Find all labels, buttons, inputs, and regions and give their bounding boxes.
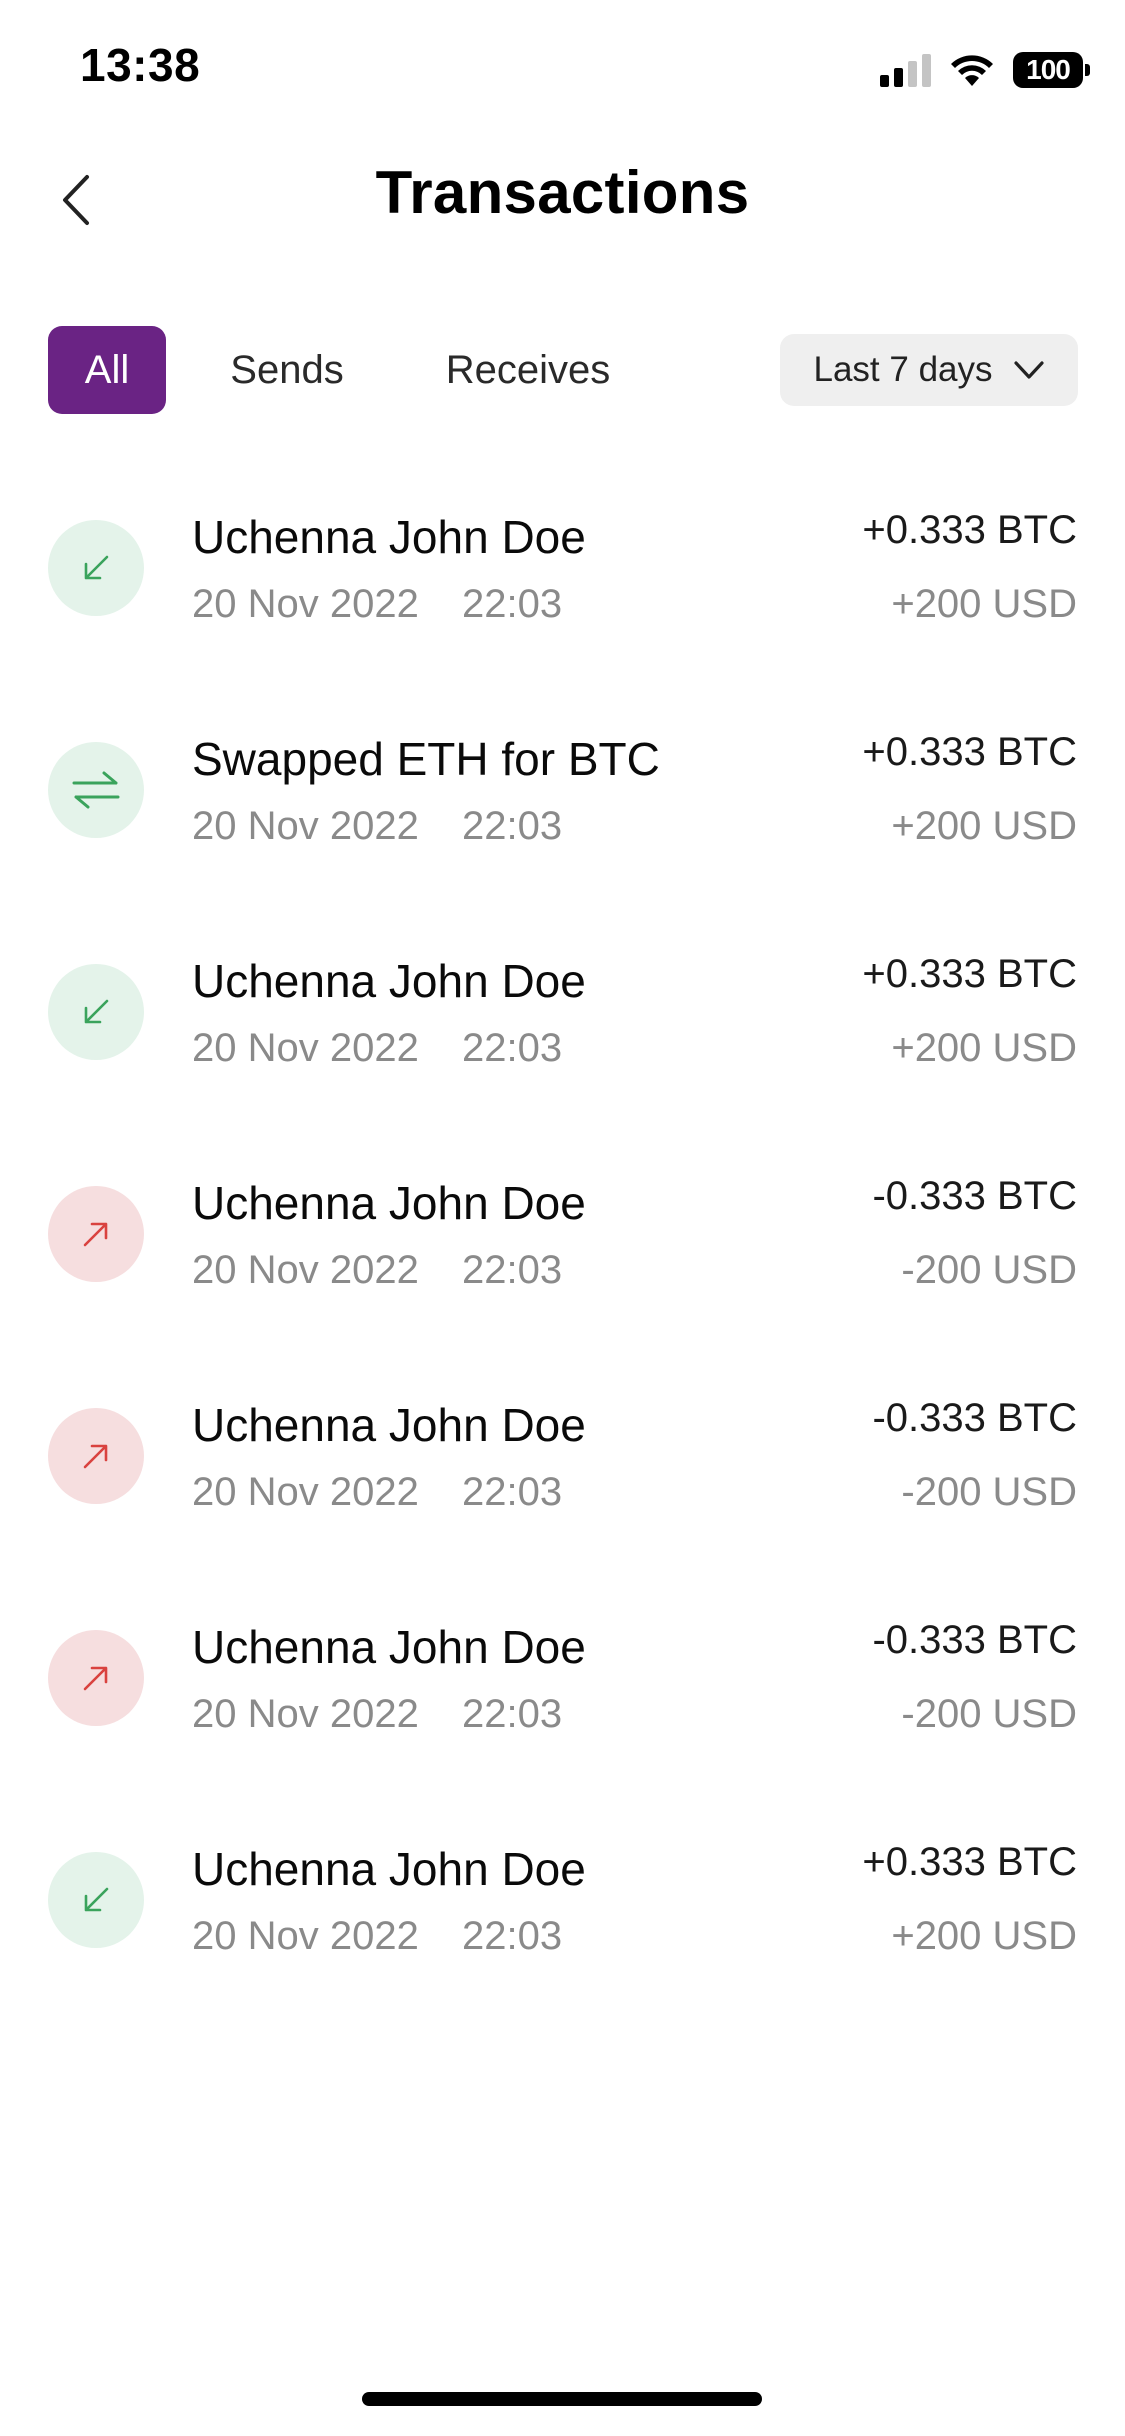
transaction-icon bbox=[48, 1852, 144, 1948]
transaction-crypto-amount: +0.333 BTC bbox=[862, 1840, 1077, 1884]
transaction-fiat-amount: +200 USD bbox=[891, 804, 1077, 848]
transaction-row[interactable]: Swapped ETH for BTC 20 Nov 2022 22:03 +0… bbox=[0, 692, 1125, 914]
transaction-row[interactable]: Uchenna John Doe 20 Nov 2022 22:03 +0.33… bbox=[0, 1802, 1125, 2024]
status-icons: 100 bbox=[880, 48, 1090, 92]
transaction-icon bbox=[48, 1630, 144, 1726]
status-time: 13:38 bbox=[80, 39, 201, 91]
signal-icon bbox=[880, 53, 931, 87]
swap-arrows-icon bbox=[72, 771, 120, 809]
transaction-time: 22:03 bbox=[462, 1692, 563, 1736]
transaction-icon bbox=[48, 520, 144, 616]
chevron-down-icon bbox=[1013, 361, 1044, 379]
home-indicator[interactable] bbox=[362, 2392, 762, 2406]
arrow-up-right-icon bbox=[83, 1666, 108, 1691]
transaction-row[interactable]: Uchenna John Doe 20 Nov 2022 22:03 +0.33… bbox=[0, 470, 1125, 692]
battery-icon: 100 bbox=[1013, 52, 1090, 88]
battery-level: 100 bbox=[1026, 54, 1071, 85]
transaction-date: 20 Nov 2022 bbox=[192, 582, 419, 626]
transaction-fiat-amount: -200 USD bbox=[901, 1692, 1077, 1736]
transaction-time: 22:03 bbox=[462, 1914, 563, 1958]
transaction-time: 22:03 bbox=[462, 582, 563, 626]
back-button[interactable] bbox=[48, 168, 104, 232]
transaction-icon bbox=[48, 964, 144, 1060]
arrow-up-right-icon bbox=[83, 1444, 108, 1469]
transaction-fiat-amount: -200 USD bbox=[901, 1470, 1077, 1514]
transaction-icon bbox=[48, 742, 144, 838]
transaction-name: Uchenna John Doe bbox=[192, 1621, 586, 1673]
tab-receives[interactable]: Receives bbox=[445, 347, 611, 392]
transaction-icon bbox=[48, 1408, 144, 1504]
transaction-row[interactable]: Uchenna John Doe 20 Nov 2022 22:03 -0.33… bbox=[0, 1358, 1125, 1580]
transaction-name: Uchenna John Doe bbox=[192, 511, 586, 563]
transaction-date: 20 Nov 2022 bbox=[192, 804, 419, 848]
transaction-date: 20 Nov 2022 bbox=[192, 1914, 419, 1958]
transaction-date: 20 Nov 2022 bbox=[192, 1248, 419, 1292]
transaction-time: 22:03 bbox=[462, 1470, 563, 1514]
transaction-name: Uchenna John Doe bbox=[192, 1843, 586, 1895]
date-range-dropdown[interactable]: Last 7 days bbox=[780, 334, 1078, 406]
date-range-label: Last 7 days bbox=[813, 350, 993, 389]
status-bar: 13:38 100 bbox=[0, 0, 1125, 140]
page-title: Transactions bbox=[375, 159, 750, 226]
transaction-row[interactable]: Uchenna John Doe 20 Nov 2022 22:03 -0.33… bbox=[0, 1136, 1125, 1358]
transaction-crypto-amount: +0.333 BTC bbox=[862, 952, 1077, 996]
transaction-fiat-amount: +200 USD bbox=[891, 582, 1077, 626]
transaction-row[interactable]: Uchenna John Doe 20 Nov 2022 22:03 -0.33… bbox=[0, 1580, 1125, 1802]
transaction-crypto-amount: -0.333 BTC bbox=[872, 1618, 1077, 1662]
transaction-time: 22:03 bbox=[462, 804, 563, 848]
filter-row: All Sends Receives Last 7 days bbox=[48, 326, 1078, 414]
transaction-date: 20 Nov 2022 bbox=[192, 1026, 419, 1070]
transaction-name: Swapped ETH for BTC bbox=[192, 733, 660, 785]
chevron-left-icon bbox=[63, 175, 89, 225]
arrow-down-left-icon bbox=[84, 555, 109, 580]
transaction-crypto-amount: -0.333 BTC bbox=[872, 1174, 1077, 1218]
transaction-row[interactable]: Uchenna John Doe 20 Nov 2022 22:03 +0.33… bbox=[0, 914, 1125, 1136]
arrow-down-left-icon bbox=[84, 1887, 109, 1912]
transaction-time: 22:03 bbox=[462, 1248, 563, 1292]
transaction-crypto-amount: -0.333 BTC bbox=[872, 1396, 1077, 1440]
arrow-down-left-icon bbox=[84, 999, 109, 1024]
transaction-name: Uchenna John Doe bbox=[192, 1399, 586, 1451]
transaction-name: Uchenna John Doe bbox=[192, 1177, 586, 1229]
transaction-fiat-amount: -200 USD bbox=[901, 1248, 1077, 1292]
transaction-time: 22:03 bbox=[462, 1026, 563, 1070]
transaction-crypto-amount: +0.333 BTC bbox=[862, 508, 1077, 552]
transaction-date: 20 Nov 2022 bbox=[192, 1692, 419, 1736]
tab-sends[interactable]: Sends bbox=[230, 347, 344, 392]
transaction-fiat-amount: +200 USD bbox=[891, 1026, 1077, 1070]
transaction-date: 20 Nov 2022 bbox=[192, 1470, 419, 1514]
arrow-up-right-icon bbox=[83, 1222, 108, 1247]
tab-all[interactable]: All bbox=[48, 326, 166, 414]
transaction-fiat-amount: +200 USD bbox=[891, 1914, 1077, 1958]
transaction-name: Uchenna John Doe bbox=[192, 955, 586, 1007]
transaction-icon bbox=[48, 1186, 144, 1282]
transaction-crypto-amount: +0.333 BTC bbox=[862, 730, 1077, 774]
wifi-icon bbox=[951, 55, 993, 86]
